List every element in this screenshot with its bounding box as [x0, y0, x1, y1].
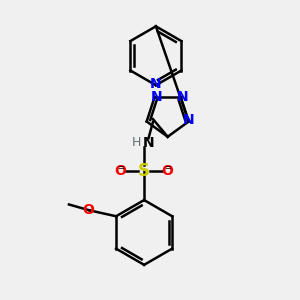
- Text: N: N: [150, 90, 162, 104]
- Text: =: =: [164, 163, 171, 172]
- Text: O: O: [82, 203, 94, 218]
- Text: O: O: [162, 164, 174, 178]
- Text: S: S: [138, 162, 150, 180]
- Text: N: N: [183, 113, 194, 127]
- Text: O: O: [115, 164, 127, 178]
- Text: N: N: [150, 77, 162, 91]
- Text: =: =: [117, 163, 124, 172]
- Text: H: H: [132, 136, 141, 149]
- Text: N: N: [143, 136, 154, 150]
- Text: N: N: [176, 90, 188, 104]
